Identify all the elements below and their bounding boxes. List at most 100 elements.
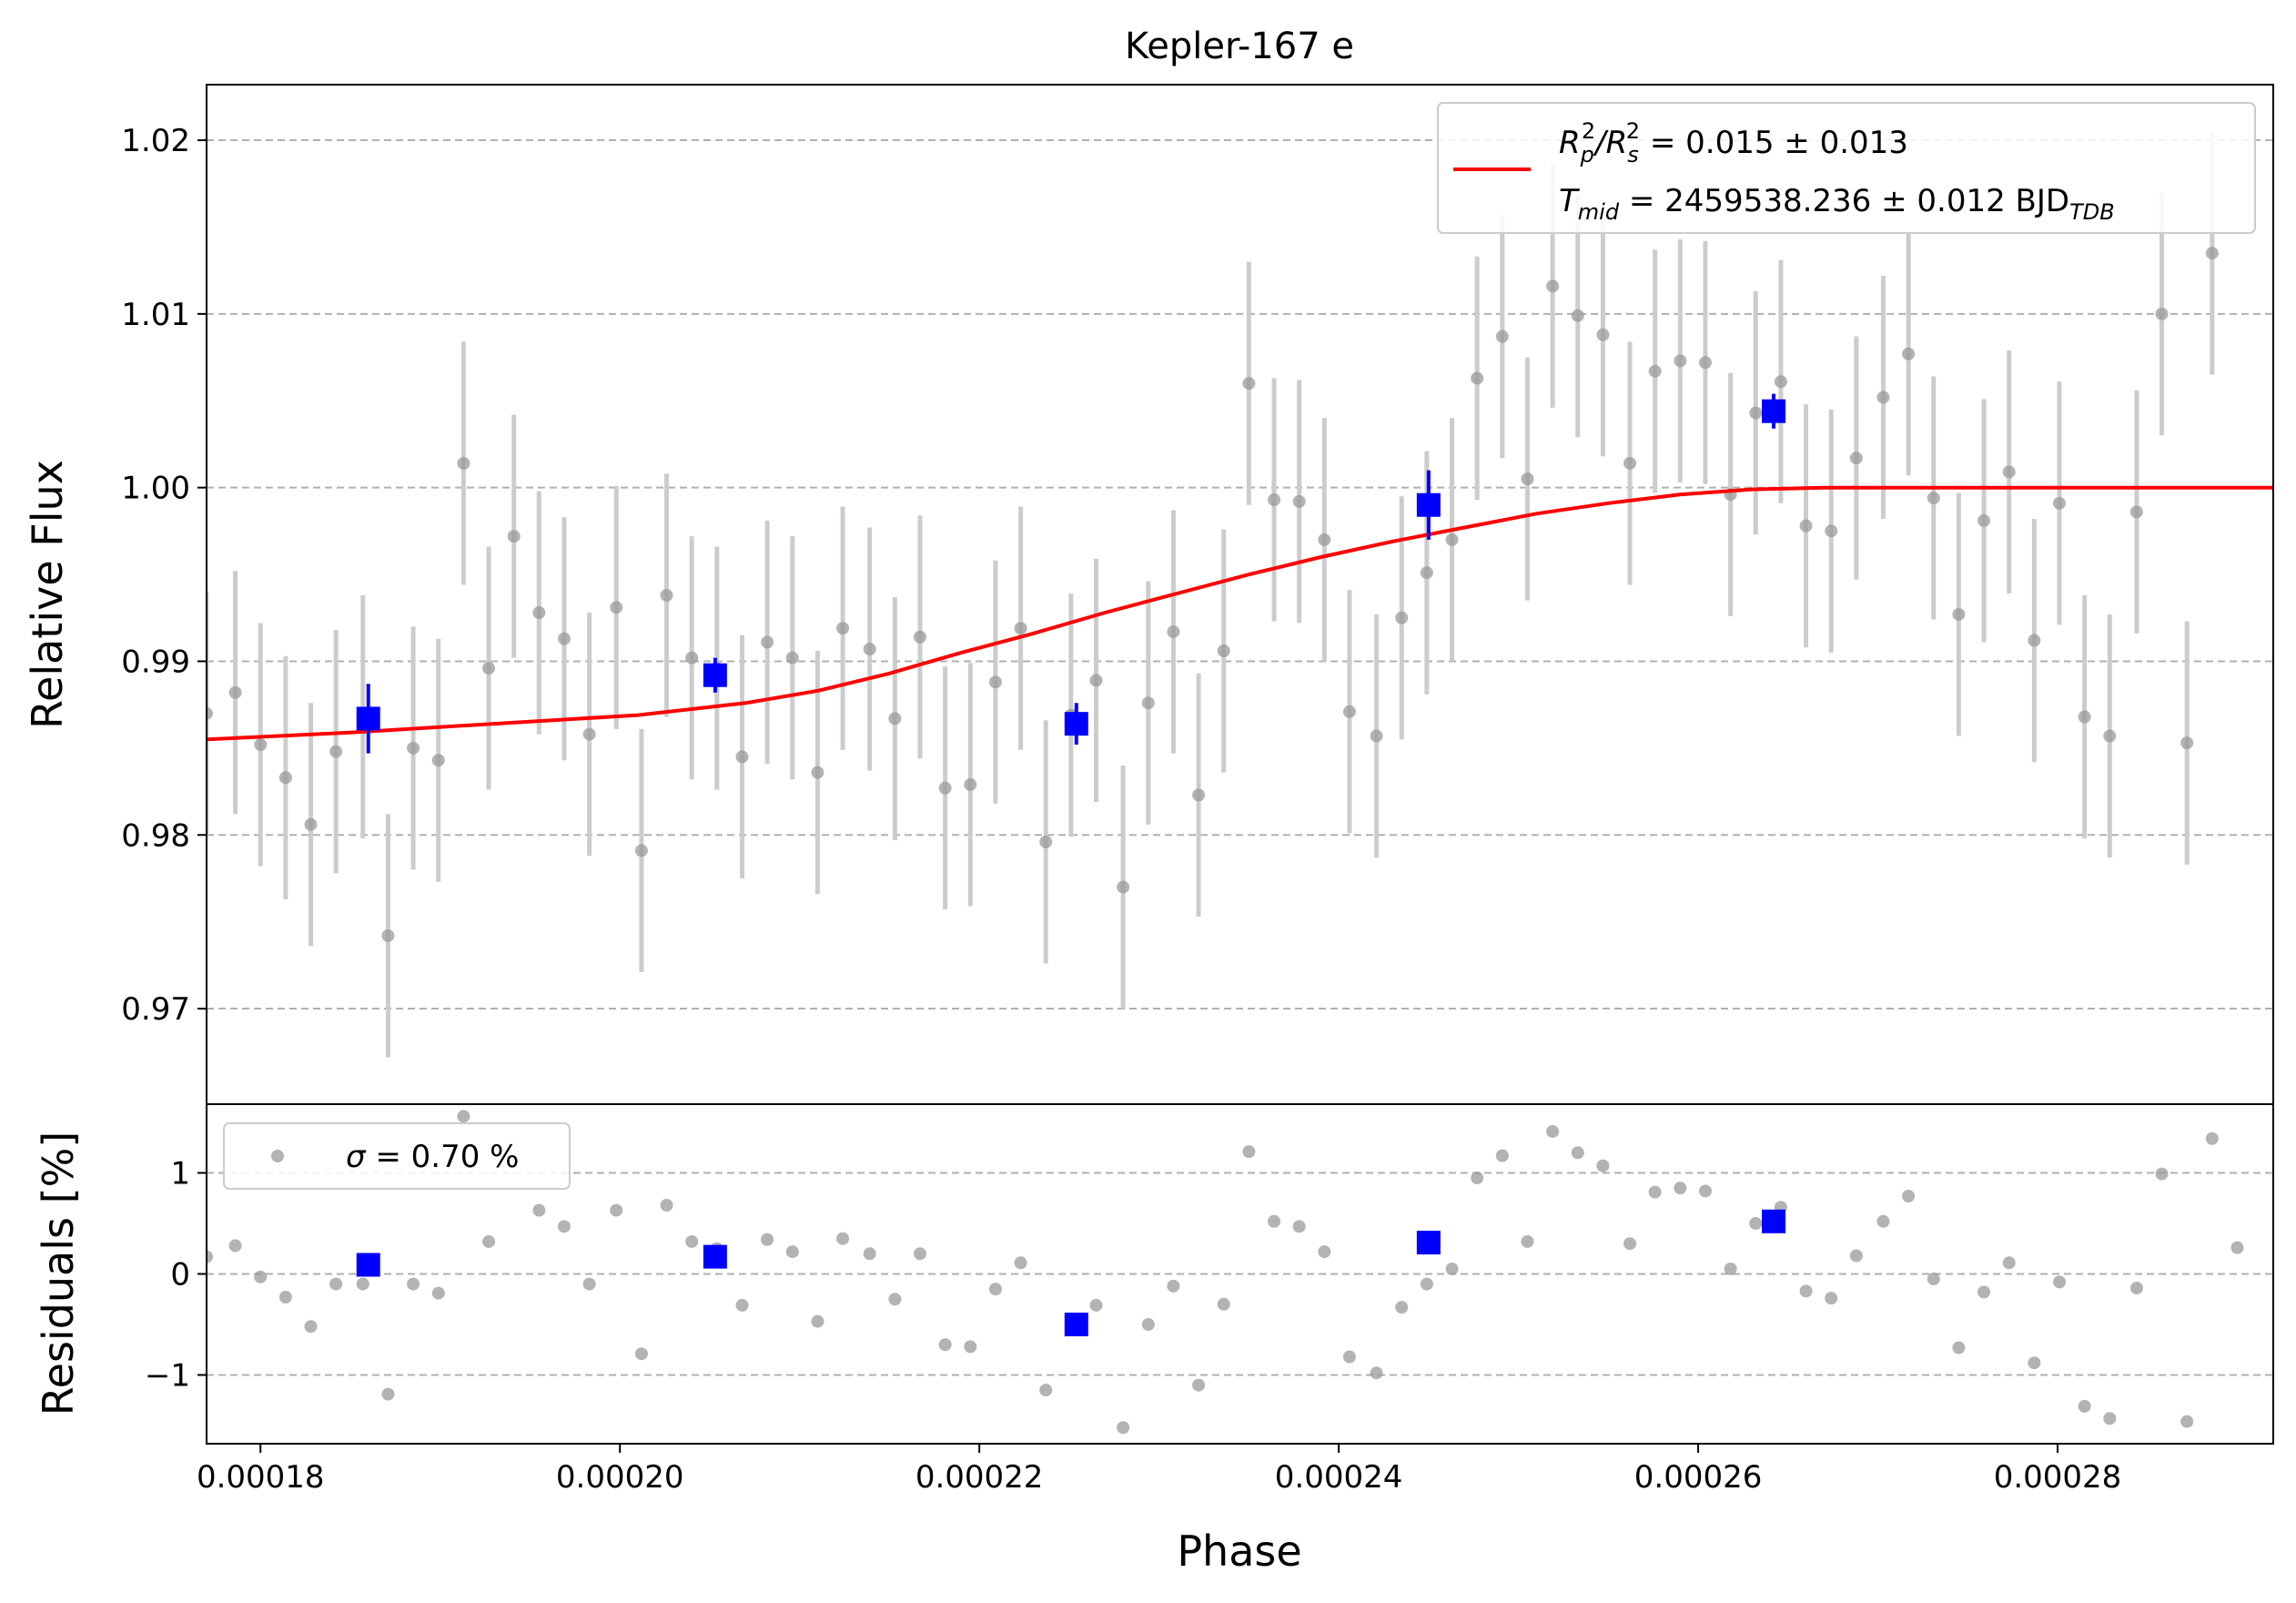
bottom-gray-point — [2053, 1275, 2067, 1289]
bottom-gray-point — [1342, 1350, 1356, 1364]
bottom-gray-point — [888, 1293, 902, 1306]
bottom-gray-point — [1927, 1273, 1940, 1286]
bottom-gray-point — [207, 1250, 213, 1263]
top-binned-points — [356, 393, 1786, 754]
bottom-gray-point — [1370, 1366, 1383, 1380]
x-tick-label: 0.00028 — [1994, 1459, 2122, 1496]
top-gray-point — [1825, 524, 1838, 538]
top-gray-point — [1521, 472, 1534, 486]
bottom-gray-point — [254, 1270, 268, 1283]
top-gray-point — [1623, 456, 1637, 470]
top-gray-point — [1395, 611, 1409, 624]
top-gray-point — [1192, 788, 1206, 802]
bottom-y-tick-label: −1 — [145, 1358, 190, 1395]
bottom-binned-point — [1416, 1231, 1441, 1255]
bottom-gray-point — [1876, 1214, 1890, 1228]
top-gray-point — [1596, 328, 1610, 341]
bottom-gray-point — [2078, 1399, 2091, 1413]
top-gray-point — [1089, 674, 1103, 687]
bottom-legend-box — [223, 1122, 571, 1190]
top-gray-point — [1014, 622, 1027, 635]
top-gray-point — [1268, 493, 1281, 507]
top-gray-point — [431, 754, 445, 767]
top-gray-point — [2103, 729, 2117, 743]
bottom-binned-point — [356, 1253, 380, 1277]
bottom-gray-point — [1014, 1256, 1027, 1270]
top-binned-point — [356, 706, 380, 731]
bottom-gray-point — [660, 1199, 673, 1212]
top-binned-point — [1416, 492, 1441, 517]
top-gray-point — [938, 781, 952, 795]
top-gray-point — [557, 632, 571, 645]
bottom-gray-point — [482, 1234, 496, 1248]
x-ticks: 0.00018 0.00020 0.00022 0.00024 0.00026 0.000… — [197, 1444, 2121, 1496]
top-y-axis-label: Relative Flux — [23, 460, 72, 729]
bottom-gray-point — [1268, 1214, 1281, 1228]
top-gray-point — [634, 844, 648, 857]
top-gray-point — [863, 643, 876, 656]
top-legend: Rp2/Rs2 = 0.015 ± 0.013 Tmid = 2459538.2… — [1437, 102, 2256, 234]
top-gray-point — [1117, 880, 1130, 894]
top-gray-point — [2053, 496, 2067, 510]
bottom-gray-point — [863, 1247, 876, 1261]
bottom-gray-point — [1217, 1297, 1230, 1311]
top-gray-point — [1141, 696, 1155, 710]
bottom-gray-point — [1849, 1249, 1863, 1263]
bottom-gray-point — [1698, 1184, 1712, 1198]
bottom-gray-point — [1471, 1172, 1484, 1185]
bottom-y-ticks: −1 0 1 — [145, 1155, 207, 1395]
x-tick-label: 0.00020 — [556, 1459, 684, 1496]
top-gray-point — [2205, 247, 2219, 260]
bottom-gray-point — [1952, 1341, 1966, 1354]
top-gray-point — [1167, 625, 1180, 639]
bottom-gray-point — [1089, 1298, 1103, 1312]
bottom-gray-point — [1445, 1262, 1459, 1275]
top-gray-point — [1698, 356, 1712, 370]
bottom-gray-points — [207, 1110, 2244, 1435]
top-gray-point — [532, 606, 546, 620]
top-gray-point — [1799, 519, 1813, 533]
top-y-tick-label: 0.98 — [121, 817, 190, 854]
bottom-gray-point — [1623, 1237, 1637, 1251]
bottom-gray-point — [1749, 1216, 1763, 1230]
bottom-legend-label: σ = 0.70 % — [346, 1139, 519, 1175]
top-gray-point — [507, 530, 521, 543]
bottom-gray-point — [532, 1203, 546, 1217]
bottom-gray-point — [304, 1320, 318, 1334]
top-gray-point — [1849, 451, 1863, 465]
top-gray-point — [811, 766, 824, 779]
bottom-gray-point — [2230, 1241, 2244, 1254]
top-y-tick-label: 1.02 — [121, 123, 190, 159]
top-gray-point — [1471, 371, 1484, 385]
bottom-gray-point — [278, 1291, 292, 1304]
top-gray-point — [1774, 375, 1787, 389]
top-gray-point — [735, 750, 749, 764]
bottom-gray-point — [1902, 1190, 1916, 1203]
x-tick-label: 0.00026 — [1634, 1459, 1763, 1496]
top-gridlines — [207, 139, 2273, 1010]
bottom-gray-point — [329, 1277, 343, 1291]
bottom-gray-point — [2180, 1415, 2194, 1428]
top-gray-point — [207, 706, 213, 720]
bottom-gray-point — [407, 1277, 420, 1291]
top-gray-point — [1217, 644, 1230, 658]
top-gray-point — [228, 685, 242, 699]
bottom-gray-point — [964, 1340, 977, 1354]
bottom-gray-point — [634, 1347, 648, 1361]
bottom-gray-point — [457, 1110, 470, 1123]
top-gray-point — [2231, 0, 2244, 6]
bottom-y-tick-label: 0 — [170, 1257, 190, 1294]
top-gray-point — [2256, 0, 2269, 6]
top-gray-point — [761, 635, 774, 649]
bottom-gray-point — [1825, 1292, 1838, 1305]
top-gray-point — [254, 738, 268, 752]
bottom-gray-point — [1674, 1182, 1687, 1195]
bottom-gray-point — [582, 1277, 596, 1291]
bottom-gray-point — [2155, 1167, 2169, 1181]
top-gray-point — [457, 456, 470, 470]
top-gray-point — [278, 771, 292, 785]
bottom-y-tick-label: 1 — [170, 1155, 190, 1192]
bottom-gray-point — [1318, 1245, 1331, 1259]
bottom-gray-point — [228, 1239, 242, 1253]
bottom-gray-point — [785, 1245, 799, 1259]
